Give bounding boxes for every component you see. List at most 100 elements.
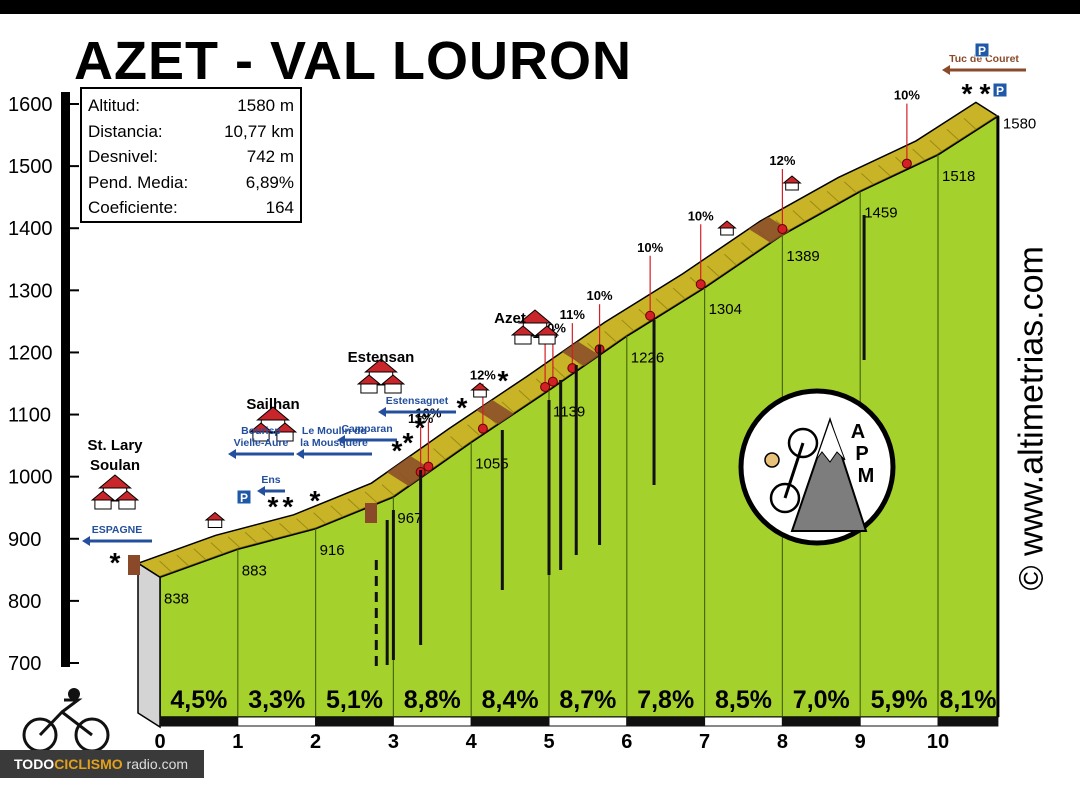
- road-sign-label: Tuc de Couret: [949, 53, 1019, 65]
- distance-scale-bar: [159, 716, 239, 727]
- profile-side: [137, 561, 161, 729]
- house-body: [538, 334, 556, 345]
- parking-icon: [236, 489, 252, 505]
- stat-label: Coeficiente:: [88, 198, 178, 217]
- road-texture: [518, 389, 532, 402]
- distance-scale-bar: [392, 716, 472, 727]
- road-texture: [843, 181, 857, 194]
- steep-section-marker: [748, 216, 791, 243]
- road-texture: [741, 242, 754, 254]
- logo-letter: P: [855, 443, 868, 465]
- road-sign-label: ESPAGNE: [92, 524, 143, 536]
- steep-section-marker: [562, 341, 600, 367]
- apm-logo: [738, 388, 896, 546]
- point-of-interest-icon: *: [310, 485, 321, 516]
- segment-gradient-label: 8,4%: [482, 686, 539, 714]
- house-roof: [782, 175, 802, 184]
- ramp-label: 10%: [587, 288, 613, 303]
- top-bar: [0, 0, 1080, 14]
- place-sailhan-house: [248, 422, 274, 442]
- road-texture: [244, 531, 258, 544]
- altitude-label: 1459: [864, 205, 897, 222]
- altitude-label: 1518: [942, 168, 975, 185]
- house-body: [384, 383, 402, 394]
- road-texture: [946, 129, 960, 141]
- point-of-interest-icon: *: [268, 491, 279, 522]
- road-sign-label: Estensagnet: [386, 395, 449, 407]
- road-texture: [706, 265, 720, 278]
- point-of-interest-icon: *: [980, 78, 991, 109]
- distance-scale-bar: [626, 716, 706, 727]
- y-tick-label: 700: [8, 653, 41, 675]
- parking-icon-letter: P: [978, 44, 986, 58]
- distance-scale-bar: [548, 716, 628, 727]
- distance-scale-bar: [937, 716, 999, 727]
- ramp-marker-dot: [423, 461, 434, 472]
- place-estensan-house: [380, 374, 406, 394]
- road-texture: [501, 401, 515, 414]
- stat-row: Altitud: 1580 m: [88, 93, 294, 119]
- chart-title: AZET - VAL LOURON: [74, 31, 632, 91]
- y-tick-label: 900: [8, 529, 41, 551]
- logo-letter: A: [851, 421, 865, 443]
- ramp-marker-dot: [477, 423, 488, 434]
- ramp-label: 10%: [637, 240, 663, 255]
- point-of-interest-icon: *: [392, 435, 403, 466]
- x-tick-label: 8: [777, 731, 788, 753]
- cyclist-logo-frame: [38, 698, 93, 737]
- y-tick-label: 1200: [8, 342, 53, 364]
- road-texture: [347, 498, 361, 511]
- house-roof: [470, 382, 490, 391]
- distance-scale-bar: [470, 716, 550, 727]
- house-body: [473, 389, 487, 398]
- x-tick-label: 1: [232, 731, 243, 753]
- stat-row: Pend. Media: 6,89%: [88, 170, 294, 196]
- y-tick-label: 1600: [8, 94, 53, 116]
- ramp-marker-dot: [645, 310, 656, 321]
- parking-icon: [992, 82, 1008, 98]
- house-body: [94, 499, 112, 510]
- house-body: [785, 182, 799, 191]
- place-estensan-house: [356, 374, 382, 394]
- house-roof: [717, 220, 737, 229]
- distance-scale-bar: [781, 716, 861, 727]
- house-body: [207, 519, 223, 528]
- altitude-label: 967: [397, 510, 422, 527]
- x-tick-label: 2: [310, 731, 321, 753]
- logo-bike-wheel: [787, 427, 819, 459]
- section-marker-icon: [365, 503, 377, 523]
- x-tick-label: 9: [855, 731, 866, 753]
- stat-value: 10,77 km: [224, 121, 294, 141]
- segment-gradient-label: 3,3%: [248, 686, 305, 714]
- road-sign-label: Camparan: [341, 423, 392, 435]
- y-tick-label: 1000: [8, 467, 53, 489]
- ramp-marker-dot: [777, 224, 788, 235]
- place-name: Azet: [494, 310, 526, 327]
- stat-label: Pend. Media:: [88, 172, 189, 192]
- brand-banner: TODOCICLISMO radio.com: [0, 750, 204, 778]
- road-texture: [330, 505, 344, 518]
- road-texture: [672, 287, 686, 300]
- watermark-text: © www.altimetrias.com: [1012, 246, 1051, 591]
- point-of-interest-icon: *: [962, 78, 973, 109]
- altitude-label: 1226: [631, 349, 664, 366]
- road-texture: [210, 542, 224, 555]
- point-of-interest-icon: *: [457, 392, 468, 423]
- road-sign-arrowhead: [82, 536, 90, 546]
- road-texture: [826, 190, 840, 203]
- segment-gradient-label: 4,5%: [170, 686, 227, 714]
- steep-section-marker: [476, 399, 514, 425]
- place-st-lary-house: [114, 490, 140, 510]
- place-sailhan-house: [272, 422, 298, 442]
- stat-label: Desnivel:: [88, 147, 158, 166]
- logo-rider-head: [764, 452, 780, 468]
- x-tick-label: 3: [388, 731, 399, 753]
- place-azet-house: [534, 325, 560, 345]
- road-texture: [878, 164, 891, 177]
- segment-gradient-label: 5,1%: [326, 686, 383, 714]
- y-tick-label: 1400: [8, 218, 53, 240]
- altitude-label: 838: [164, 590, 189, 607]
- parking-icon-letter: P: [240, 491, 248, 505]
- parking-icon-letter: P: [996, 84, 1004, 98]
- point-of-interest-icon: *: [403, 427, 414, 458]
